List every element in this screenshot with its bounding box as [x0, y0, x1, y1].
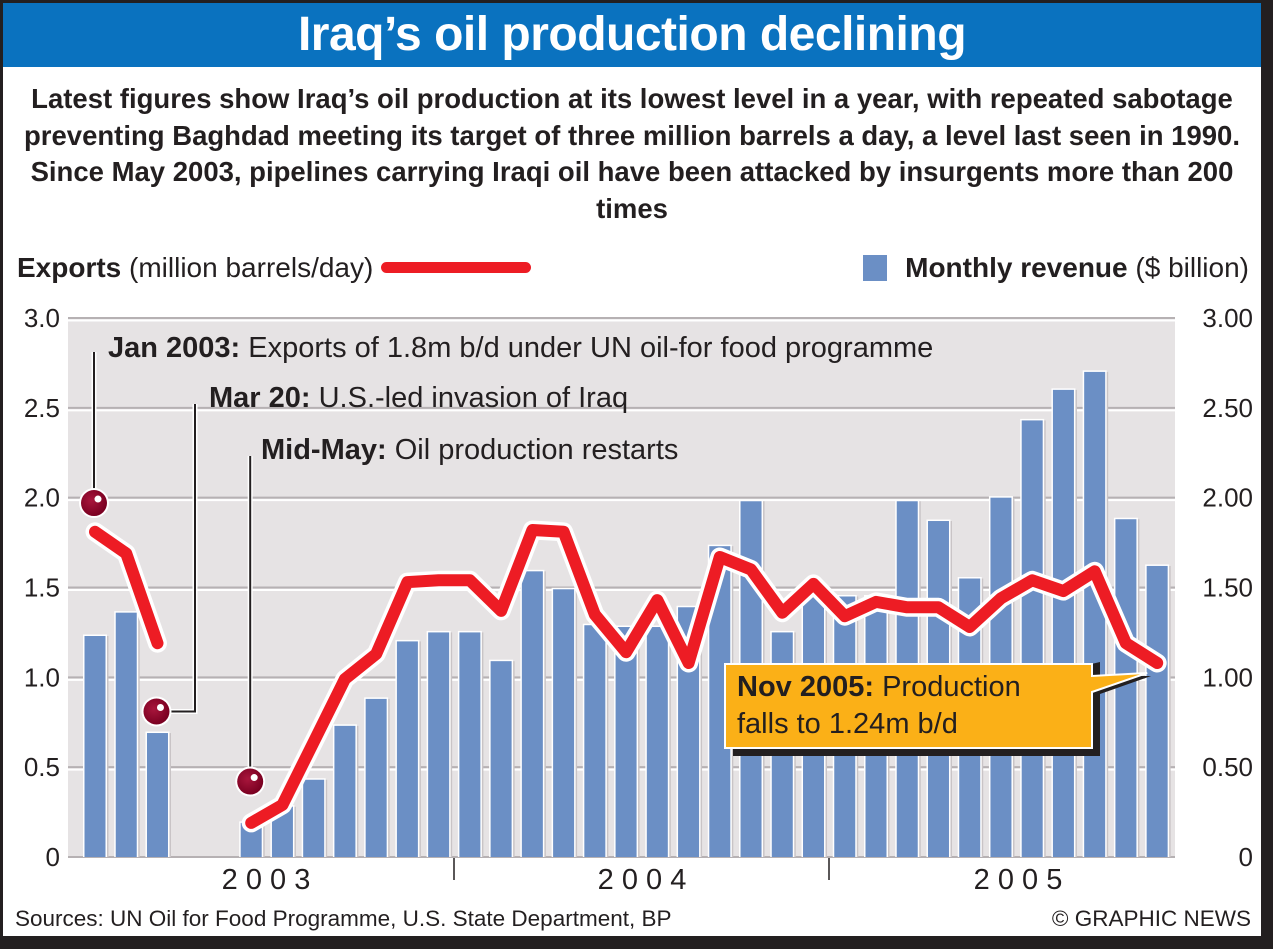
bar	[490, 661, 512, 857]
event-annotation-text: Oil production restarts	[387, 434, 679, 466]
y-tick-label-right: 1.00	[1202, 662, 1253, 692]
y-tick-label-left: 0	[46, 842, 60, 872]
callout-date: Nov 2005:	[737, 671, 874, 703]
chart-title: Iraq’s oil production declining	[3, 3, 1261, 67]
y-tick-label-right: 2.00	[1202, 483, 1253, 513]
callout-line-2: falls to 1.24m b/d	[737, 708, 958, 740]
event-marker	[81, 490, 107, 517]
bar	[615, 627, 637, 857]
bar	[365, 698, 387, 857]
event-marker-highlight	[250, 774, 258, 782]
legend-bar-swatch	[863, 254, 888, 281]
event-marker-highlight	[156, 703, 164, 711]
bar	[709, 546, 731, 857]
y-tick-label-left: 2.0	[24, 483, 60, 513]
x-year-label: 2 0 0 3	[222, 864, 311, 896]
y-tick-label-right: 3.00	[1202, 303, 1253, 333]
x-year-label: 2 0 0 4	[598, 864, 687, 896]
bar	[1021, 420, 1043, 857]
y-tick-label-right: 0.50	[1202, 752, 1253, 782]
bar	[1146, 565, 1168, 857]
y-tick-label-left: 1.0	[24, 662, 60, 692]
bar	[584, 625, 606, 857]
legend-revenue: Monthly revenue ($ billion)	[863, 252, 1249, 284]
event-annotation: Jan 2003: Exports of 1.8m b/d under UN o…	[108, 332, 933, 364]
footer-credit: © GRAPHIC NEWS	[1051, 906, 1251, 931]
event-annotation-date: Jan 2003:	[108, 332, 240, 364]
legend-line-swatch	[381, 262, 532, 274]
bar	[303, 779, 325, 857]
chart-subtitle: Latest figures show Iraq’s oil productio…	[24, 83, 1240, 224]
bar	[459, 632, 481, 857]
bar	[428, 632, 450, 857]
bar	[1052, 389, 1074, 857]
x-year-label: 2 0 0 5	[974, 864, 1063, 896]
bar	[84, 636, 106, 857]
legend-exports-unit: (million barrels/day)	[121, 252, 374, 283]
legend-exports: Exports (million barrels/day)	[17, 252, 532, 284]
bar	[1084, 371, 1106, 857]
callout-box	[724, 663, 1148, 749]
event-annotation: Mid-May: Oil production restarts	[261, 434, 678, 466]
bar	[115, 612, 137, 857]
bar	[240, 822, 262, 857]
bar	[521, 571, 543, 857]
y-tick-label-left: 3.0	[24, 303, 60, 333]
bar	[271, 806, 293, 857]
event-annotation: Mar 20: U.S.-led invasion of Iraq	[209, 382, 628, 414]
y-tick-label-right: 1.50	[1202, 573, 1253, 603]
event-marker	[237, 768, 264, 795]
y-tick-label-right: 0	[1239, 842, 1253, 872]
y-tick-label-left: 2.5	[24, 393, 60, 423]
callout-text: Production	[874, 671, 1021, 703]
legend-exports-label: Exports	[17, 252, 122, 283]
y-tick-label-left: 0.5	[24, 752, 60, 782]
bar	[1115, 519, 1137, 857]
bar	[553, 589, 575, 857]
annotation-leader	[170, 404, 196, 713]
exports-line	[245, 524, 1164, 829]
event-marker-highlight	[94, 495, 102, 503]
footer-sources: Sources: UN Oil for Food Programme, U.S.…	[15, 906, 672, 931]
bar	[146, 733, 168, 857]
event-annotation-date: Mar 20:	[209, 382, 311, 414]
legend-revenue-unit: ($ billion)	[1127, 252, 1249, 283]
callout-line-1: Nov 2005: Production	[737, 671, 1021, 703]
event-annotation-text: U.S.-led invasion of Iraq	[311, 382, 629, 414]
bar	[334, 725, 356, 857]
y-tick-label-left: 1.5	[24, 573, 60, 603]
event-marker	[143, 698, 170, 725]
event-annotation-date: Mid-May:	[261, 434, 387, 466]
legend-revenue-label: Monthly revenue	[905, 252, 1128, 283]
bar	[396, 641, 418, 857]
exports-line	[89, 525, 164, 650]
event-annotation-text: Exports of 1.8m b/d under UN oil-for foo…	[240, 332, 933, 364]
bar	[646, 627, 668, 857]
y-tick-label-right: 2.50	[1202, 393, 1253, 423]
